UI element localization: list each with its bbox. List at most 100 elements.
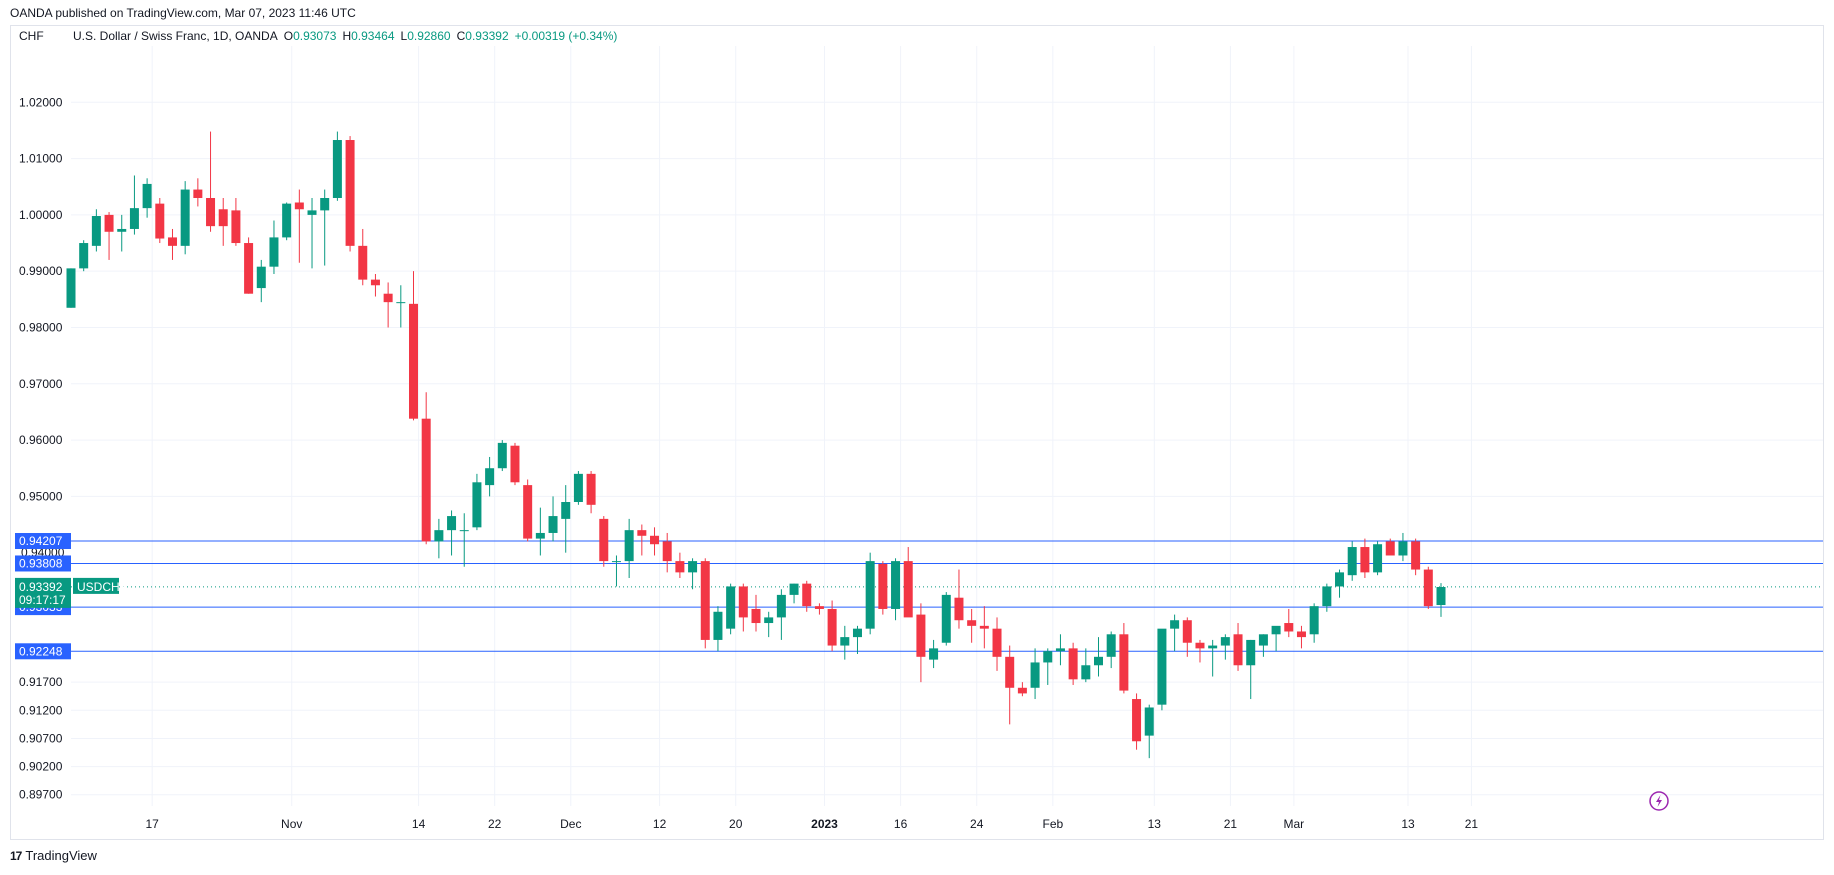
symbol-badge-text: USDCHF (77, 580, 127, 594)
candle-body (967, 620, 977, 626)
candle (776, 589, 786, 640)
candle-body (244, 243, 254, 294)
countdown-text: 09:17:17 (19, 593, 66, 607)
y-tick-label: 1.02000 (19, 95, 63, 109)
candle (954, 569, 964, 629)
candle (802, 580, 812, 612)
candle-body (1436, 587, 1446, 606)
candle-body (637, 530, 647, 536)
candle (675, 552, 685, 578)
candle-body (434, 530, 444, 542)
candle-body (358, 245, 368, 280)
candle (840, 625, 850, 660)
candle-body (751, 608, 761, 624)
level-label-text: 0.93808 (19, 556, 63, 570)
y-tick-label: 0.98000 (19, 320, 63, 334)
candle (1271, 625, 1281, 652)
candle (231, 198, 241, 246)
candle-body (1284, 623, 1294, 632)
candle-body (383, 293, 393, 303)
candlestick-chart[interactable]: 1.02000 1.01000 1.00000 0.99000 0.98000 0.970… (11, 26, 1823, 839)
candle-body (865, 561, 875, 629)
candle (903, 547, 913, 618)
candle (738, 583, 748, 632)
candle-body (561, 502, 571, 519)
low-value: 0.92860 (407, 29, 451, 43)
candle-body (713, 611, 723, 640)
candle-body (167, 237, 177, 246)
candle-body (802, 583, 812, 607)
chart-frame: 1.02000 1.01000 1.00000 0.99000 0.98000 0.970… (10, 25, 1824, 840)
footer-brand: TradingView (25, 848, 97, 863)
candle-body (497, 442, 507, 469)
candle-body (1055, 648, 1065, 652)
candle-body (992, 628, 1002, 657)
candle-body (66, 268, 76, 308)
candle (1005, 645, 1015, 725)
candle (1220, 634, 1230, 660)
candle (1132, 693, 1142, 750)
candle (764, 611, 774, 638)
candle-body (726, 586, 736, 629)
candle-body (345, 140, 355, 246)
candle (967, 608, 977, 643)
candle-body (91, 216, 101, 246)
candle-body (104, 214, 114, 232)
candle (688, 558, 698, 590)
candle (142, 178, 152, 218)
current-price-text: 0.93392 (19, 580, 63, 594)
tradingview-logo-icon: 17 (10, 848, 22, 863)
candle-body (1043, 651, 1053, 663)
candle (91, 209, 101, 252)
candle-body (269, 237, 279, 267)
candle (865, 552, 875, 635)
candle-body (294, 202, 304, 210)
candle (1182, 617, 1192, 657)
x-tick-label: 17 (146, 817, 160, 831)
candle-body (1208, 645, 1218, 649)
candle-body (231, 210, 241, 244)
candle-body (1144, 707, 1154, 736)
candle (282, 202, 292, 241)
candle (1322, 583, 1332, 612)
candle-body (1119, 634, 1129, 691)
publisher-line: OANDA published on TradingView.com, Mar … (10, 6, 356, 20)
candle (751, 594, 761, 632)
x-tick-label: 13 (1148, 817, 1162, 831)
grid (71, 46, 1823, 806)
candle-body (624, 530, 634, 562)
candle (1043, 648, 1053, 685)
x-tick-label: Nov (281, 817, 302, 831)
x-tick-label: 24 (970, 817, 984, 831)
x-tick-label: Dec (560, 817, 581, 831)
close-label: C (457, 29, 466, 43)
candle (269, 220, 279, 274)
candle-body (1157, 628, 1167, 705)
candle (155, 198, 165, 244)
x-tick-label: 21 (1465, 817, 1479, 831)
candle (1017, 682, 1027, 697)
candle-body (599, 518, 609, 562)
candle-body (180, 189, 190, 246)
candle (1296, 625, 1306, 649)
currency-label: CHF (19, 29, 44, 43)
candle (662, 532, 672, 573)
candle (535, 507, 545, 556)
candle (218, 198, 228, 246)
candle (206, 131, 216, 232)
candle-body (700, 561, 710, 640)
candle-body (903, 561, 913, 618)
lightning-icon[interactable] (1649, 791, 1669, 811)
level-label-text: 0.94207 (19, 534, 63, 548)
candle-body (573, 473, 583, 502)
candle-body (840, 637, 850, 646)
candle-body (878, 563, 888, 609)
candle-body (155, 203, 165, 239)
candle-body (370, 279, 380, 286)
candle-body (764, 617, 774, 624)
candle (129, 175, 139, 235)
candle (561, 485, 571, 553)
candle (1309, 603, 1319, 643)
candle-body (891, 561, 901, 609)
high-label: H (342, 29, 351, 43)
